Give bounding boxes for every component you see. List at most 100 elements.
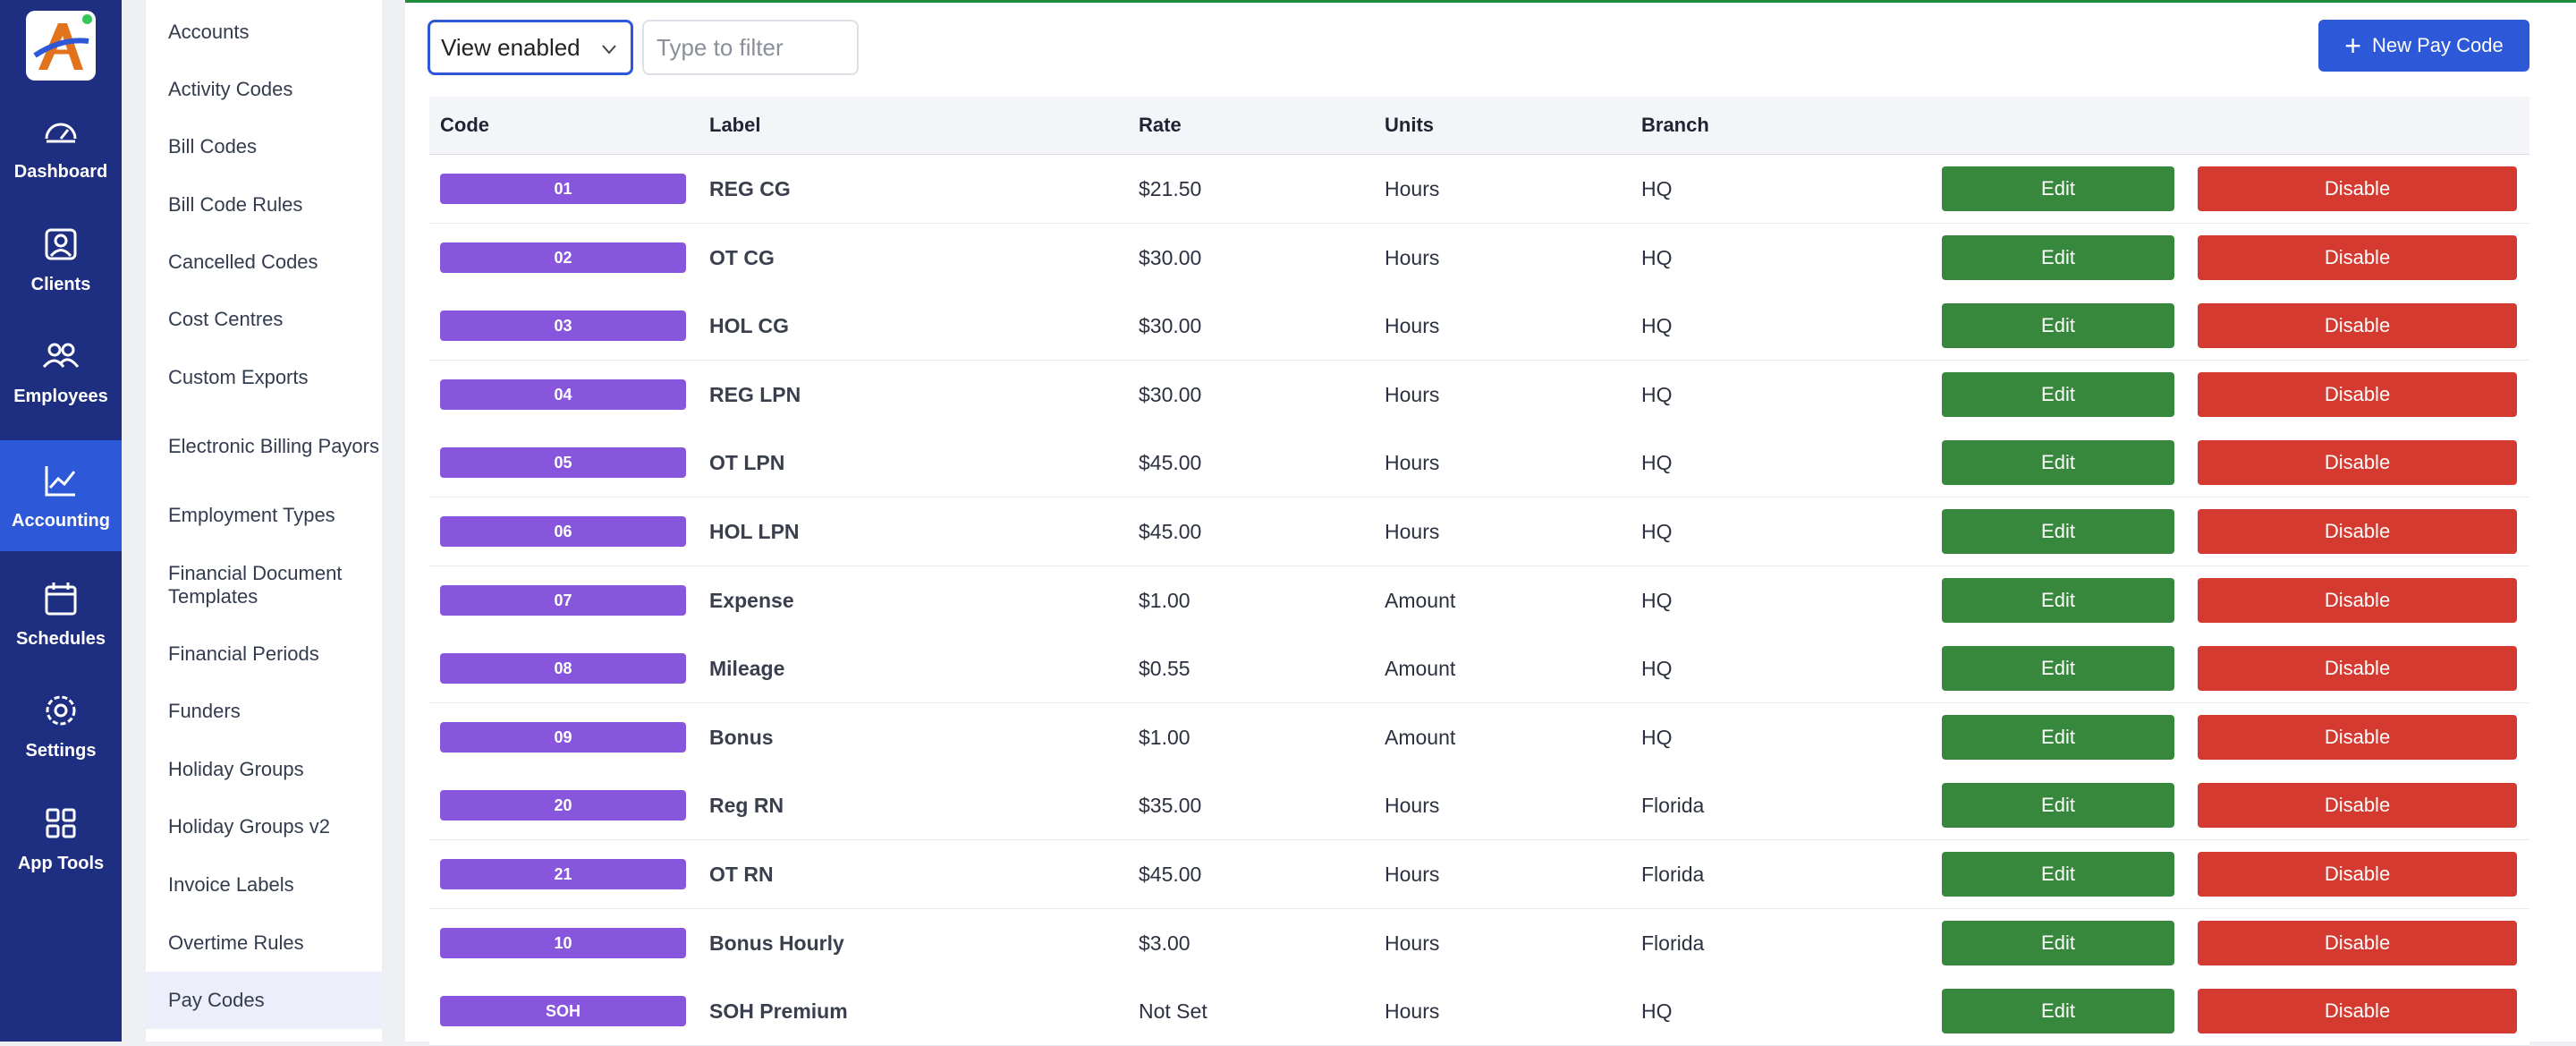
- nav-item-app-tools[interactable]: App Tools: [0, 783, 122, 894]
- edit-button[interactable]: Edit: [1942, 235, 2174, 280]
- submenu-item-invoice-labels[interactable]: Invoice Labels: [168, 873, 294, 896]
- pay-code-label: Mileage: [709, 656, 785, 680]
- table-row: 10 Bonus Hourly $3.00 Hours Florida Edit Disab…: [429, 909, 2529, 978]
- disable-button[interactable]: Disable: [2198, 372, 2517, 417]
- submenu-item-cost-centres[interactable]: Cost Centres: [168, 308, 284, 330]
- submenu-item-activity-codes[interactable]: Activity Codes: [168, 78, 293, 100]
- edit-button[interactable]: Edit: [1942, 509, 2174, 554]
- pay-code-rate: $45.00: [1139, 519, 1202, 543]
- nav-item-settings[interactable]: Settings: [0, 670, 122, 781]
- column-header-branch[interactable]: Branch: [1641, 114, 1709, 136]
- disable-button[interactable]: Disable: [2198, 235, 2517, 280]
- nav-label: Employees: [13, 386, 108, 406]
- new-pay-code-label: New Pay Code: [2371, 34, 2504, 56]
- submenu-item-bill-codes[interactable]: Bill Codes: [168, 135, 258, 157]
- pay-code-units: Amount: [1385, 725, 1456, 749]
- pay-code-units: Hours: [1385, 931, 1440, 955]
- nav-item-employees[interactable]: Employees: [0, 316, 122, 427]
- edit-button[interactable]: Edit: [1942, 646, 2174, 691]
- code-badge: 05: [440, 447, 686, 478]
- edit-button[interactable]: Edit: [1942, 783, 2174, 828]
- pay-code-rate: $3.00: [1139, 931, 1191, 955]
- column-header-units[interactable]: Units: [1385, 114, 1434, 136]
- pay-code-label: Reg RN: [709, 793, 784, 817]
- edit-button[interactable]: Edit: [1942, 440, 2174, 485]
- filter-input[interactable]: [642, 20, 859, 75]
- disable-button[interactable]: Disable: [2198, 509, 2517, 554]
- table-row: 20 Reg RN $35.00 Hours Florida Edit Disable: [429, 771, 2529, 840]
- pay-code-label: REG CG: [709, 176, 791, 200]
- pay-code-units: Amount: [1385, 588, 1456, 612]
- nav-item-clients[interactable]: Clients: [0, 204, 122, 315]
- edit-button[interactable]: Edit: [1942, 372, 2174, 417]
- table-row: 21 OT RN $45.00 Hours Florida Edit Disable: [429, 840, 2529, 909]
- submenu-item-holiday-groups-v2[interactable]: Holiday Groups v2: [168, 815, 330, 838]
- table-row: 08 Mileage $0.55 Amount HQ Edit Disable: [429, 634, 2529, 703]
- pay-code-units: Hours: [1385, 313, 1440, 337]
- table-row: 09 Bonus $1.00 Amount HQ Edit Disable: [429, 703, 2529, 772]
- table-row: 04 REG LPN $30.00 Hours HQ Edit Disable: [429, 361, 2529, 429]
- app-sidebar: Dashboard Clients Employees Accounting S…: [0, 0, 122, 1042]
- edit-button[interactable]: Edit: [1942, 921, 2174, 965]
- submenu-item-holiday-groups[interactable]: Holiday Groups: [168, 758, 304, 780]
- edit-button[interactable]: Edit: [1942, 303, 2174, 348]
- pay-code-units: Hours: [1385, 999, 1440, 1023]
- pay-code-label: OT LPN: [709, 450, 785, 474]
- pay-code-label: SOH Premium: [709, 999, 848, 1023]
- disable-button[interactable]: Disable: [2198, 852, 2517, 897]
- disable-button[interactable]: Disable: [2198, 166, 2517, 211]
- disable-button[interactable]: Disable: [2198, 646, 2517, 691]
- column-header-code[interactable]: Code: [440, 114, 489, 136]
- submenu-item-overtime-rules[interactable]: Overtime Rules: [168, 931, 304, 954]
- disable-button[interactable]: Disable: [2198, 303, 2517, 348]
- disable-button[interactable]: Disable: [2198, 440, 2517, 485]
- app-logo[interactable]: [26, 11, 96, 81]
- submenu-item-pay-codes[interactable]: Pay Codes: [146, 972, 382, 1029]
- pay-code-rate: $45.00: [1139, 450, 1202, 474]
- table-row: 06 HOL LPN $45.00 Hours HQ Edit Disable: [429, 497, 2529, 566]
- pay-code-rate: $1.00: [1139, 725, 1191, 749]
- gear-icon: [46, 695, 76, 725]
- pay-code-units: Hours: [1385, 519, 1440, 543]
- disable-button[interactable]: Disable: [2198, 783, 2517, 828]
- submenu-item-custom-exports[interactable]: Custom Exports: [168, 366, 309, 388]
- pay-code-label: OT CG: [709, 245, 775, 269]
- edit-button[interactable]: Edit: [1942, 715, 2174, 760]
- nav-item-schedules[interactable]: Schedules: [0, 558, 122, 669]
- submenu-item-electronic-billing-payors[interactable]: Electronic Billing Payors: [168, 435, 379, 457]
- column-header-label[interactable]: Label: [709, 114, 761, 136]
- submenu-item-employment-types[interactable]: Employment Types: [168, 504, 335, 526]
- edit-button[interactable]: Edit: [1942, 166, 2174, 211]
- pay-code-branch: HQ: [1641, 999, 1673, 1023]
- pay-code-rate: $30.00: [1139, 245, 1202, 269]
- pay-code-branch: HQ: [1641, 176, 1673, 200]
- disable-button[interactable]: Disable: [2198, 989, 2517, 1033]
- disable-button[interactable]: Disable: [2198, 921, 2517, 965]
- submenu-item-bill-code-rules[interactable]: Bill Code Rules: [168, 193, 303, 216]
- pay-code-branch: HQ: [1641, 588, 1673, 612]
- code-badge: 03: [440, 310, 686, 341]
- submenu-item-financial-document-templates[interactable]: Financial Document Templates: [168, 562, 343, 608]
- edit-button[interactable]: Edit: [1942, 578, 2174, 623]
- pay-code-branch: Florida: [1641, 793, 1705, 817]
- pay-code-branch: HQ: [1641, 519, 1673, 543]
- view-filter-select[interactable]: View enabled: [428, 20, 633, 75]
- submenu-item-accounts[interactable]: Accounts: [168, 21, 250, 43]
- pay-code-branch: Florida: [1641, 862, 1705, 886]
- submenu-item-financial-periods[interactable]: Financial Periods: [168, 642, 319, 665]
- nav-item-dashboard[interactable]: Dashboard: [0, 91, 122, 202]
- table-row: 01 REG CG $21.50 Hours HQ Edit Disable: [429, 155, 2529, 224]
- new-pay-code-button[interactable]: + New Pay Code: [2318, 20, 2529, 72]
- submenu-item-cancelled-codes[interactable]: Cancelled Codes: [168, 251, 318, 273]
- nav-item-accounting[interactable]: Accounting: [0, 440, 122, 551]
- submenu-item-funders[interactable]: Funders: [168, 700, 241, 722]
- dashboard-icon: [45, 123, 77, 142]
- disable-button[interactable]: Disable: [2198, 715, 2517, 760]
- column-header-rate[interactable]: Rate: [1139, 114, 1182, 136]
- pay-code-label: HOL LPN: [709, 519, 800, 543]
- edit-button[interactable]: Edit: [1942, 852, 2174, 897]
- edit-button[interactable]: Edit: [1942, 989, 2174, 1033]
- code-badge: 01: [440, 174, 686, 204]
- disable-button[interactable]: Disable: [2198, 578, 2517, 623]
- logo-icon: [33, 23, 89, 70]
